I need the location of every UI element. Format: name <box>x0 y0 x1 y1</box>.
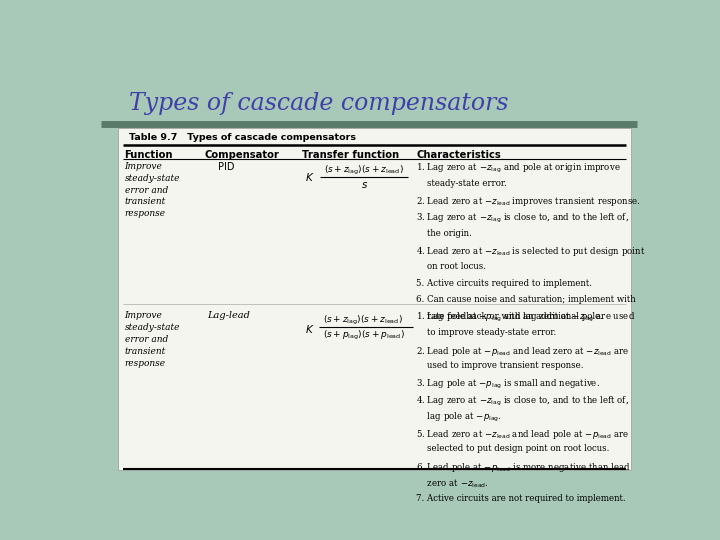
Text: 1. Lag zero at $-z_{\rm lag}$ and pole at origin improve: 1. Lag zero at $-z_{\rm lag}$ and pole a… <box>416 162 621 175</box>
Text: Transfer function: Transfer function <box>302 151 399 160</box>
Text: PID: PID <box>218 162 235 172</box>
Text: Table 9.7   Types of cascade compensators: Table 9.7 Types of cascade compensators <box>129 133 356 142</box>
Text: Characteristics: Characteristics <box>416 151 501 160</box>
Text: 6. Can cause noise and saturation; implement with: 6. Can cause noise and saturation; imple… <box>416 295 636 304</box>
Text: steady-state error.: steady-state error. <box>416 179 507 188</box>
Text: Improve
steady-state
error and
transient
response: Improve steady-state error and transient… <box>125 312 180 368</box>
Text: 4. Lag zero at $-z_{\rm lag}$ is close to, and to the left of,: 4. Lag zero at $-z_{\rm lag}$ is close t… <box>416 395 629 408</box>
Text: $K$: $K$ <box>305 172 315 184</box>
Text: 5. Active circuits required to implement.: 5. Active circuits required to implement… <box>416 279 593 287</box>
Text: lag pole at $-p_{\rm lag}$.: lag pole at $-p_{\rm lag}$. <box>416 411 503 424</box>
Text: 6. Lead pole at $-p_{\rm lead}$ is more negative than lead: 6. Lead pole at $-p_{\rm lead}$ is more … <box>416 461 631 474</box>
Text: 3. Lag zero at $-z_{\rm lag}$ is close to, and to the left of,: 3. Lag zero at $-z_{\rm lag}$ is close t… <box>416 212 629 225</box>
Text: 2. Lead pole at $-p_{\rm lead}$ and lead zero at $-z_{\rm lead}$ are: 2. Lead pole at $-p_{\rm lead}$ and lead… <box>416 345 630 357</box>
Text: 2. Lead zero at $-z_{\rm lead}$ improves transient response.: 2. Lead zero at $-z_{\rm lead}$ improves… <box>416 195 641 208</box>
Text: $(s + p_{\rm lag})(s + p_{\rm lead})$: $(s + p_{\rm lag})(s + p_{\rm lead})$ <box>323 329 405 342</box>
Text: Improve
steady-state
error and
transient
response: Improve steady-state error and transient… <box>125 162 180 218</box>
Text: 5. Lead zero at $-z_{\rm lead}$ and lead pole at $-p_{\rm lead}$ are: 5. Lead zero at $-z_{\rm lead}$ and lead… <box>416 428 630 441</box>
Text: Function: Function <box>125 151 173 160</box>
Text: to improve steady-state error.: to improve steady-state error. <box>416 328 557 337</box>
Text: zero at $-z_{\rm lead}$.: zero at $-z_{\rm lead}$. <box>416 478 490 490</box>
Text: Lag-lead: Lag-lead <box>207 312 250 320</box>
Text: selected to put design point on root locus.: selected to put design point on root loc… <box>416 444 610 454</box>
Text: $s$: $s$ <box>361 180 368 190</box>
FancyBboxPatch shape <box>118 128 631 470</box>
Text: 4. Lead zero at $-z_{\rm lead}$ is selected to put design point: 4. Lead zero at $-z_{\rm lead}$ is selec… <box>416 245 646 258</box>
Text: 3. Lag pole at $-p_{\rm lag}$ is small and negative.: 3. Lag pole at $-p_{\rm lag}$ is small a… <box>416 378 600 391</box>
Text: used to improve transient response.: used to improve transient response. <box>416 361 584 370</box>
Text: the origin.: the origin. <box>416 228 472 238</box>
Text: $K$: $K$ <box>305 323 315 335</box>
Text: on root locus.: on root locus. <box>416 262 487 271</box>
Text: 7. Active circuits are not required to implement.: 7. Active circuits are not required to i… <box>416 494 626 503</box>
Text: $(s + z_{\rm lag})(s + z_{\rm lead})$: $(s + z_{\rm lag})(s + z_{\rm lead})$ <box>324 164 404 177</box>
Text: $(s + z_{\rm lag})(s + z_{\rm lead})$: $(s + z_{\rm lag})(s + z_{\rm lead})$ <box>323 314 403 327</box>
Text: 1. Lag pole at $-p_{\rm lag}$ and lag zero at $-z_{\rm lag}$ are used: 1. Lag pole at $-p_{\rm lag}$ and lag ze… <box>416 312 636 325</box>
Text: Compensator: Compensator <box>204 151 279 160</box>
Text: Types of cascade compensators: Types of cascade compensators <box>129 92 508 115</box>
Text: rate feedback or with an additional pole.: rate feedback or with an additional pole… <box>416 312 603 321</box>
